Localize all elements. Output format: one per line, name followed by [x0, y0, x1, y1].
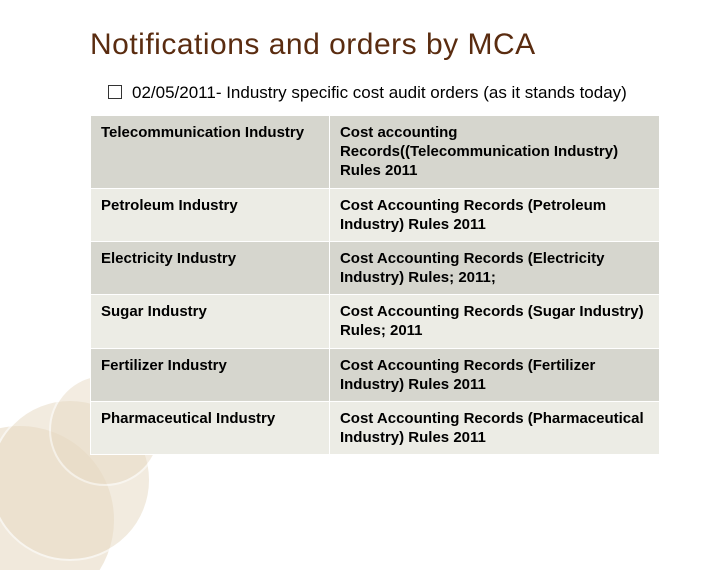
- industry-cell: Electricity Industry: [91, 241, 330, 294]
- industry-cell: Pharmaceutical Industry: [91, 402, 330, 455]
- rules-cell: Cost Accounting Records (Fertilizer Indu…: [329, 348, 659, 401]
- rules-cell: Cost Accounting Records (Electricity Ind…: [329, 241, 659, 294]
- checkbox-icon: [108, 85, 122, 99]
- industry-cell: Petroleum Industry: [91, 188, 330, 241]
- table-row: Pharmaceutical IndustryCost Accounting R…: [91, 402, 660, 455]
- table-row: Petroleum IndustryCost Accounting Record…: [91, 188, 660, 241]
- industry-cell: Fertilizer Industry: [91, 348, 330, 401]
- industry-cell: Sugar Industry: [91, 295, 330, 348]
- rules-cell: Cost Accounting Records (Petroleum Indus…: [329, 188, 659, 241]
- rules-cell: Cost accounting Records((Telecommunicati…: [329, 115, 659, 188]
- rules-cell: Cost Accounting Records (Sugar Industry)…: [329, 295, 659, 348]
- slide-title: Notifications and orders by MCA: [90, 28, 660, 62]
- bullet-item: 02/05/2011- Industry specific cost audit…: [108, 82, 660, 105]
- industry-table: Telecommunication IndustryCost accountin…: [90, 115, 660, 455]
- industry-cell: Telecommunication Industry: [91, 115, 330, 188]
- rules-cell: Cost Accounting Records (Pharmaceutical …: [329, 402, 659, 455]
- table-row: Sugar IndustryCost Accounting Records (S…: [91, 295, 660, 348]
- slide-content: Notifications and orders by MCA 02/05/20…: [0, 0, 720, 475]
- table-row: Telecommunication IndustryCost accountin…: [91, 115, 660, 188]
- bullet-text: 02/05/2011- Industry specific cost audit…: [132, 82, 627, 105]
- table-row: Electricity IndustryCost Accounting Reco…: [91, 241, 660, 294]
- table-row: Fertilizer IndustryCost Accounting Recor…: [91, 348, 660, 401]
